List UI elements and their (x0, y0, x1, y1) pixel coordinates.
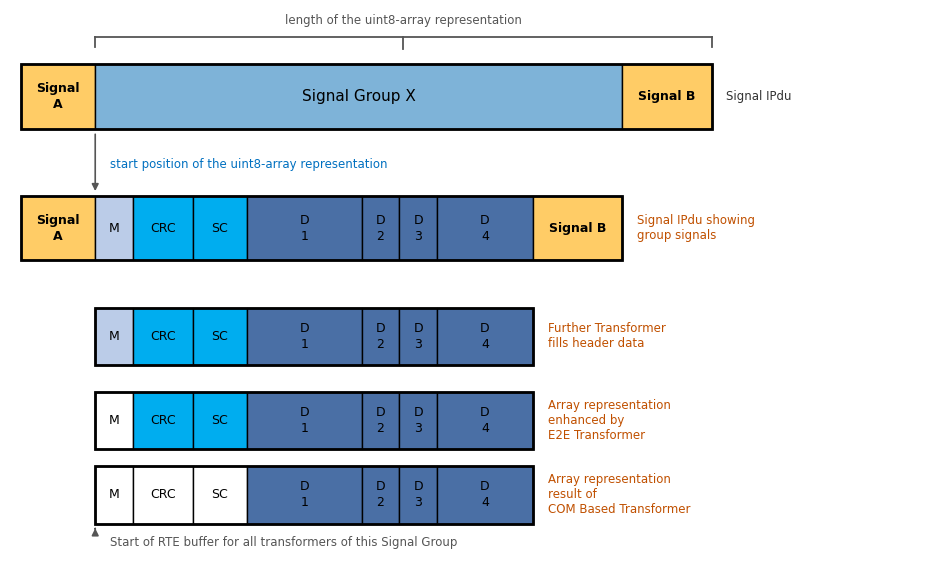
Text: Signal
A: Signal A (36, 82, 80, 111)
Bar (95, 308, 533, 365)
Text: Signal Group X: Signal Group X (301, 89, 416, 104)
Text: D
2: D 2 (376, 214, 385, 242)
Text: Array representation
result of
COM Based Transformer: Array representation result of COM Based… (548, 473, 690, 516)
Text: Signal IPdu: Signal IPdu (726, 90, 792, 103)
Text: D
2: D 2 (376, 406, 385, 435)
Bar (133, 308, 193, 365)
Bar (247, 392, 362, 449)
Text: SC: SC (212, 330, 229, 343)
Text: Signal
A: Signal A (36, 214, 80, 242)
Text: length of the uint8-array representation: length of the uint8-array representation (285, 14, 522, 27)
Bar (399, 308, 437, 365)
Text: Signal B: Signal B (549, 222, 606, 234)
Text: Signal B: Signal B (638, 90, 696, 103)
Bar (133, 392, 193, 449)
Bar (20, 196, 95, 260)
Bar (20, 64, 95, 128)
Text: D
4: D 4 (480, 214, 490, 242)
Text: SC: SC (212, 414, 229, 427)
Bar (95, 64, 622, 128)
Bar (95, 466, 133, 523)
Bar (362, 392, 399, 449)
Bar (399, 392, 437, 449)
Bar (437, 196, 533, 260)
Text: start position of the uint8-array representation: start position of the uint8-array repres… (110, 158, 388, 171)
Bar (437, 466, 533, 523)
Bar (247, 196, 362, 260)
Text: CRC: CRC (150, 330, 176, 343)
Bar (95, 196, 133, 260)
Bar (95, 308, 133, 365)
Bar (95, 392, 533, 449)
Text: D
1: D 1 (299, 406, 310, 435)
Text: Start of RTE buffer for all transformers of this Signal Group: Start of RTE buffer for all transformers… (110, 536, 458, 549)
Text: M: M (109, 414, 119, 427)
Text: SC: SC (212, 222, 229, 234)
Text: D
4: D 4 (480, 322, 490, 351)
Text: D
3: D 3 (414, 322, 423, 351)
Text: CRC: CRC (150, 414, 176, 427)
Bar (95, 392, 133, 449)
Bar (362, 466, 399, 523)
Text: M: M (109, 330, 119, 343)
Text: D
3: D 3 (414, 480, 423, 509)
Bar (622, 64, 711, 128)
Bar (20, 64, 711, 128)
Text: CRC: CRC (150, 489, 176, 502)
Text: M: M (109, 222, 119, 234)
Text: SC: SC (212, 489, 229, 502)
Bar (247, 466, 362, 523)
Text: D
1: D 1 (299, 480, 310, 509)
Text: D
3: D 3 (414, 214, 423, 242)
Bar (437, 392, 533, 449)
Text: D
2: D 2 (376, 322, 385, 351)
Bar (193, 392, 247, 449)
Bar (399, 196, 437, 260)
Bar (193, 308, 247, 365)
Text: D
1: D 1 (299, 214, 310, 242)
Text: D
4: D 4 (480, 480, 490, 509)
Bar (247, 308, 362, 365)
Text: Signal IPdu showing
group signals: Signal IPdu showing group signals (637, 214, 755, 242)
Bar (133, 466, 193, 523)
Bar (193, 466, 247, 523)
Bar (20, 196, 622, 260)
Bar (362, 196, 399, 260)
Bar (362, 308, 399, 365)
Text: CRC: CRC (150, 222, 176, 234)
Text: D
3: D 3 (414, 406, 423, 435)
Bar (437, 308, 533, 365)
Bar (95, 466, 533, 523)
Text: D
4: D 4 (480, 406, 490, 435)
Bar (399, 466, 437, 523)
Bar (133, 196, 193, 260)
Bar (193, 196, 247, 260)
Text: Array representation
enhanced by
E2E Transformer: Array representation enhanced by E2E Tra… (548, 399, 671, 442)
Text: D
2: D 2 (376, 480, 385, 509)
Text: M: M (109, 489, 119, 502)
Text: Further Transformer
fills header data: Further Transformer fills header data (548, 323, 665, 351)
Bar (533, 196, 622, 260)
Text: D
1: D 1 (299, 322, 310, 351)
